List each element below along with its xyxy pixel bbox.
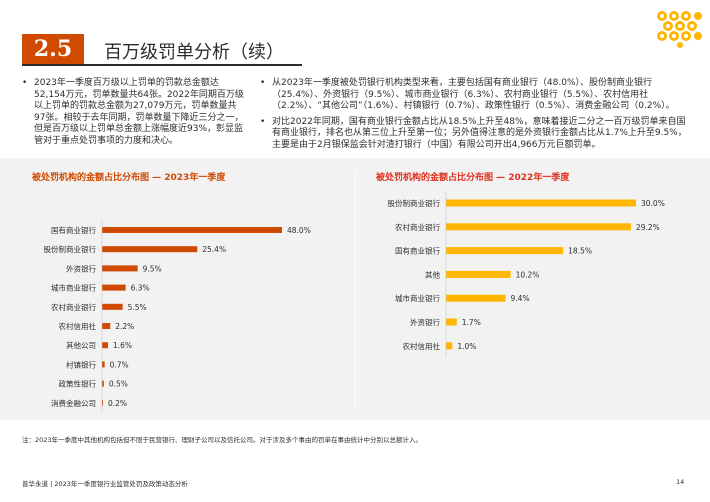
category-label: 村镇银行 <box>66 359 96 369</box>
bar <box>102 323 111 329</box>
bar <box>102 227 282 233</box>
category-label: 股份制商业银行 <box>44 244 97 254</box>
bar-chart-2022: 股份制商业银行 30.0% 农村商业银行 29.2% 国有商业银行 18.5% 其他 10.2… <box>388 191 665 358</box>
bar <box>446 294 506 302</box>
bar <box>102 342 108 349</box>
bar <box>102 265 138 272</box>
value-label: 1.0% <box>457 342 476 351</box>
value-label: 6.3% <box>131 284 150 293</box>
bar-chart-2023: 国有商业银行 48.0% 股份制商业银行 25.4% 外资银行 9.5% 城市商业银行 6.3… <box>44 220 311 413</box>
section-number-badge: 2.5 <box>22 34 84 64</box>
category-label: 股份制商业银行 <box>388 198 441 208</box>
chart-title-2023: 被处罚机构的金额占比分布图 — 2023年一季度 <box>32 173 226 183</box>
category-label: 政策性银行 <box>59 379 97 389</box>
value-label: 5.5% <box>128 303 147 312</box>
bar <box>446 318 457 326</box>
value-label: 10.2% <box>516 270 540 279</box>
value-label: 30.0% <box>641 199 665 208</box>
bar <box>446 223 631 231</box>
value-label: 9.5% <box>143 264 162 273</box>
value-label: 0.7% <box>110 360 129 369</box>
footer-text: 普华永道 | 2023年一季度银行业监管处罚及政策动态分析 <box>22 480 188 488</box>
value-label: 0.5% <box>109 380 128 389</box>
category-label: 农村信用社 <box>59 321 97 331</box>
chart-title-2022: 被处罚机构的金额占比分布图 — 2022年一季度 <box>376 173 570 183</box>
category-label: 农村商业银行 <box>395 222 440 232</box>
category-label: 农村商业银行 <box>51 302 96 312</box>
bar <box>102 284 126 291</box>
bar <box>102 399 103 406</box>
category-label: 其他公司 <box>66 340 96 350</box>
value-label: 18.5% <box>568 247 592 256</box>
bar <box>446 342 453 350</box>
value-label: 0.2% <box>108 399 127 408</box>
pwc-diamond-logo-icon <box>657 11 702 48</box>
right-bullet-1: 从2023年一季度被处罚银行机构类型来看，主要包括国有商业银行（48.0%）、股… <box>260 78 690 113</box>
value-label: 1.7% <box>462 318 481 327</box>
value-label: 2.2% <box>115 322 134 331</box>
title-underline <box>22 64 302 66</box>
category-label: 国有商业银行 <box>51 225 96 235</box>
page-title: 百万级罚单分析（续） <box>104 42 284 63</box>
category-label: 城市商业银行 <box>395 293 440 303</box>
category-label: 国有商业银行 <box>395 246 440 256</box>
bar <box>102 380 104 387</box>
left-text-column: 2023年一季度百万级以上罚单的罚款总金额达52,154万元，罚单数量共64张。… <box>22 78 244 151</box>
right-bullet-2: 对比2022年同期，国有商业银行金额占比从18.5%上升至48%，意味着接近二分… <box>260 117 690 152</box>
value-label: 29.2% <box>636 223 660 232</box>
category-label: 外资银行 <box>410 317 440 327</box>
right-text-column: 从2023年一季度被处罚银行机构类型来看，主要包括国有商业银行（48.0%）、股… <box>260 78 690 155</box>
category-label: 农村信用社 <box>403 341 441 351</box>
category-label: 其他 <box>425 269 440 279</box>
left-bullet-1: 2023年一季度百万级以上罚单的罚款总金额达52,154万元，罚单数量共64张。… <box>22 78 244 147</box>
category-label: 消费金融公司 <box>51 398 96 408</box>
value-label: 25.4% <box>202 245 226 254</box>
value-label: 9.4% <box>511 294 530 303</box>
value-label: 1.6% <box>113 341 132 350</box>
bar <box>102 303 123 310</box>
value-label: 48.0% <box>287 226 311 235</box>
bar <box>446 270 511 278</box>
page-number: 14 <box>676 478 685 486</box>
bar <box>102 246 198 253</box>
bar <box>446 199 636 207</box>
chart-panel-divider <box>355 170 356 410</box>
category-label: 外资银行 <box>66 263 96 273</box>
bar <box>446 247 564 255</box>
category-label: 城市商业银行 <box>51 283 96 293</box>
bar <box>102 361 105 368</box>
footnote: 注：2023年一季度中其他机构包括但不限于民营银行、理财子公司以及信托公司。对于… <box>22 436 423 444</box>
